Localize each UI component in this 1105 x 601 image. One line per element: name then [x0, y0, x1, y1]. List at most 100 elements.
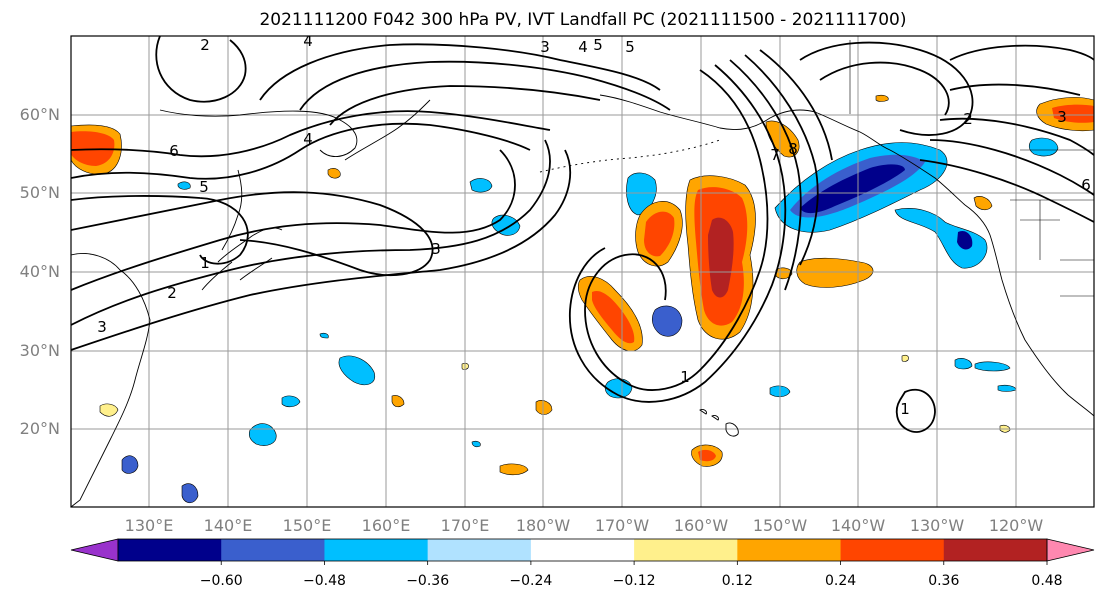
contour-label: 4: [303, 130, 313, 148]
latitude-labels: 60°N 50°N 40°N 30°N 20°N: [20, 105, 60, 438]
colorbar-bin: [427, 539, 532, 561]
longitude-labels: 130°E 140°E 150°E 160°E 170°E 180°W 170°…: [125, 516, 1044, 535]
contour-ne-5: [929, 139, 1094, 196]
contour-label: 3: [540, 38, 550, 56]
lat-label: 60°N: [20, 105, 60, 124]
lat-label: 20°N: [20, 419, 60, 438]
pv-contours: [71, 36, 1094, 433]
contour-w1: [71, 191, 434, 277]
colorbar: −0.60 −0.48 −0.36 −0.24 −0.12 0.12 0.24 0.36 0.4…: [70, 538, 1095, 589]
lon-label: 130°E: [125, 516, 174, 535]
shade-positive-southwest-core: [592, 290, 635, 344]
shade-negative-gulf-alaska-max: [800, 164, 905, 214]
lat-label: 30°N: [20, 341, 60, 360]
contour-trough-3: [729, 59, 802, 291]
contour-top-4: [329, 85, 601, 126]
lat-label: 40°N: [20, 262, 60, 281]
contour-label: 7: [770, 146, 780, 164]
contour-label: 5: [199, 178, 209, 196]
coastline-asia: [71, 253, 151, 507]
colorbar-tick-label: −0.36: [406, 573, 449, 589]
shade-positive-small-2: [327, 94, 993, 408]
contour-top-3: [299, 60, 671, 111]
figure-title: 2021111200 F042 300 hPa PV, IVT Landfall…: [259, 10, 906, 30]
lon-label: 140°E: [204, 516, 253, 535]
shade-negative-offshore-ca: [894, 208, 988, 269]
coastline-north-america-west: [964, 204, 1094, 417]
contour-label: 3: [1057, 108, 1067, 126]
shade-positive-central-spine-core: [708, 217, 734, 298]
lon-label: 160°W: [674, 516, 729, 535]
contour-label: 4: [303, 32, 313, 50]
shade-negative-small-1: [469, 178, 493, 193]
lon-label: 160°E: [362, 516, 411, 535]
contour-label: 5: [593, 36, 603, 54]
lon-label: 140°W: [831, 516, 886, 535]
colorbar-bin: [634, 539, 738, 561]
contour-ne-6: [919, 159, 1094, 223]
map-panel: 1 2 3 4 5 6 7 8 1 1 2 3 4 5 6 3 4 5 2 3: [70, 32, 1095, 508]
contour-trough-1: [584, 69, 769, 391]
contour-w2: [71, 149, 516, 291]
contour-w7: [71, 195, 249, 265]
colorbar-bin: [840, 539, 945, 561]
shade-positive-small-1: [499, 400, 553, 476]
contour-label: 2: [200, 36, 210, 54]
shade-negative-alberta: [1028, 137, 1059, 157]
contour-ne-3: [949, 44, 1094, 61]
lon-label: 170°E: [441, 516, 490, 535]
lat-label: 50°N: [20, 183, 60, 202]
colorbar-tick-label: 0.12: [722, 573, 753, 589]
lon-label: 180°W: [516, 516, 571, 535]
coastline-aleutians: [539, 139, 721, 173]
colorbar-bin: [324, 539, 428, 561]
shade-positive-west-lobe-core: [644, 211, 675, 257]
shade-positive-hawaii-s-core: [698, 449, 716, 462]
colorbar-tick-label: −0.60: [200, 573, 243, 589]
colorbar-extension-high: [1046, 538, 1095, 562]
shade-negative-w-pac-1: [338, 355, 376, 385]
contour-w3: [71, 139, 551, 326]
contour-label: 8: [788, 140, 798, 158]
colorbar-bin: [737, 539, 841, 561]
contour-ne-1: [799, 41, 974, 136]
colorbar-bin: [943, 539, 1048, 561]
coastline-korea-japan: [201, 169, 283, 291]
colorbar-tick-label: 0.24: [825, 573, 856, 589]
shade-positive-ne-corner-core: [1052, 104, 1094, 123]
shade-negative-offshore-ca-core: [957, 230, 973, 250]
shade-negative-central: [651, 305, 683, 337]
contour-label: 4: [578, 38, 588, 56]
contour-trough-2: [569, 64, 787, 403]
lon-label: 120°W: [989, 516, 1044, 535]
contour-label: 3: [97, 318, 107, 336]
shade-negative-w-pac-4: [181, 483, 199, 504]
lon-label: 150°E: [283, 516, 332, 535]
coastline-kamchatka: [159, 99, 431, 161]
contour-label: 1: [900, 400, 910, 418]
shade-positive-east-band: [796, 257, 874, 288]
colorbar-tick-label: −0.12: [613, 573, 656, 589]
colorbar-tick-label: 0.36: [928, 573, 959, 589]
shade-negative-aleutian: [626, 172, 657, 216]
contour-ne-7: [949, 83, 1081, 96]
contour-w6: [71, 110, 551, 158]
lon-label: 170°W: [595, 516, 650, 535]
lon-label: 130°W: [910, 516, 965, 535]
contour-closed-low: [895, 388, 936, 433]
contour-w4: [71, 149, 572, 351]
shade-positive-small-3: [99, 354, 1011, 433]
colorbar-tick-label: −0.48: [303, 573, 346, 589]
contour-label: 6: [1081, 176, 1091, 194]
contour-top-2: [259, 43, 661, 101]
colorbar-frame: [117, 538, 1048, 562]
colorbar-bin: [118, 539, 222, 561]
contour-ne-2: [819, 61, 950, 116]
colorbar-extension-low: [70, 538, 119, 562]
colorbar-bin: [221, 539, 325, 561]
shade-negative-small-4: [177, 181, 481, 448]
contour-w5: [71, 122, 531, 180]
shade-negative-w-pac-3: [121, 455, 139, 474]
map-frame: [70, 35, 1095, 508]
